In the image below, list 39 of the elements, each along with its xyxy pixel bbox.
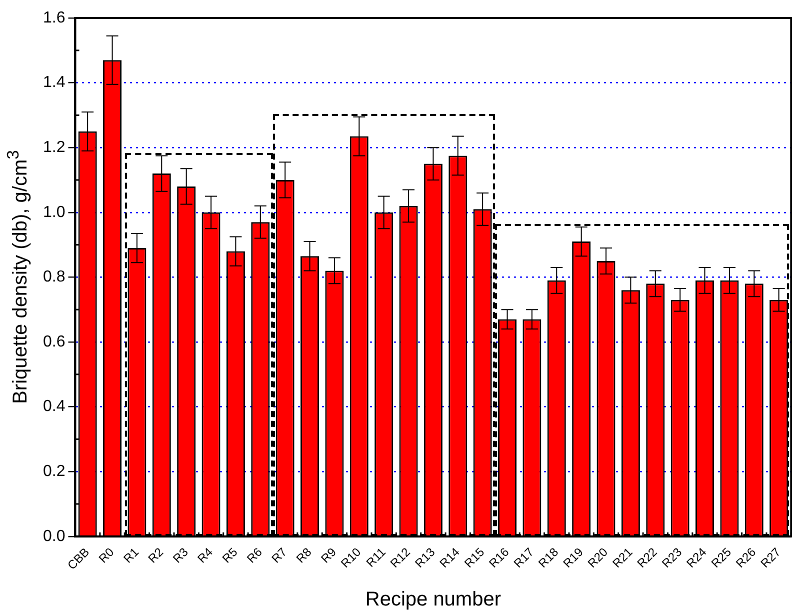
x-tick-label: R14 [436, 544, 463, 570]
x-tick-label: R11 [363, 544, 389, 570]
x-tick-label: R8 [293, 544, 314, 566]
y-tick-label: 0.4 [42, 398, 66, 416]
x-tick-label: R15 [462, 544, 488, 570]
x-tick-label: R24 [684, 544, 710, 570]
x-tick-label: R19 [560, 544, 586, 570]
x-tick-label: R6 [244, 544, 266, 566]
y-tick-label: 0.8 [42, 268, 66, 286]
x-tick-label: CBB [64, 545, 92, 572]
y-tick-label: 1.2 [42, 139, 66, 156]
x-tick-label: R10 [338, 544, 364, 570]
x-tick-label: R5 [219, 544, 240, 566]
x-tick-label: R23 [659, 544, 685, 570]
y-tick-label: 1.0 [42, 204, 66, 221]
x-tick-label: R20 [585, 544, 611, 570]
x-tick-label: R21 [610, 544, 636, 570]
x-tick-label: R4 [194, 544, 216, 566]
y-tick-label: 1.4 [42, 74, 66, 92]
x-tick-label: R12 [388, 544, 414, 570]
x-tick-label: R22 [634, 544, 660, 570]
y-tick-label: 0.2 [42, 462, 66, 480]
x-tick-label: R18 [536, 544, 562, 570]
x-tick-label: R25 [708, 544, 734, 570]
x-tick-label: R7 [268, 544, 290, 566]
y-tick-label: 0.6 [42, 333, 66, 350]
y-tick-label: 1.6 [42, 9, 66, 26]
x-tick-label: R27 [758, 544, 784, 570]
x-tick-label: R9 [318, 544, 340, 566]
x-tick-label: R13 [412, 544, 438, 570]
y-tick-label: 0.0 [42, 528, 66, 545]
x-tick-label: R1 [120, 544, 142, 566]
x-tick-label: R26 [733, 544, 759, 570]
x-tick-label: R0 [96, 544, 117, 566]
x-tick-label: R16 [486, 544, 512, 570]
x-tick-label: R17 [510, 544, 537, 570]
x-tick-label: R2 [145, 544, 166, 566]
x-tick-label: R3 [170, 544, 192, 566]
x-axis-title: Recipe number [365, 588, 501, 612]
